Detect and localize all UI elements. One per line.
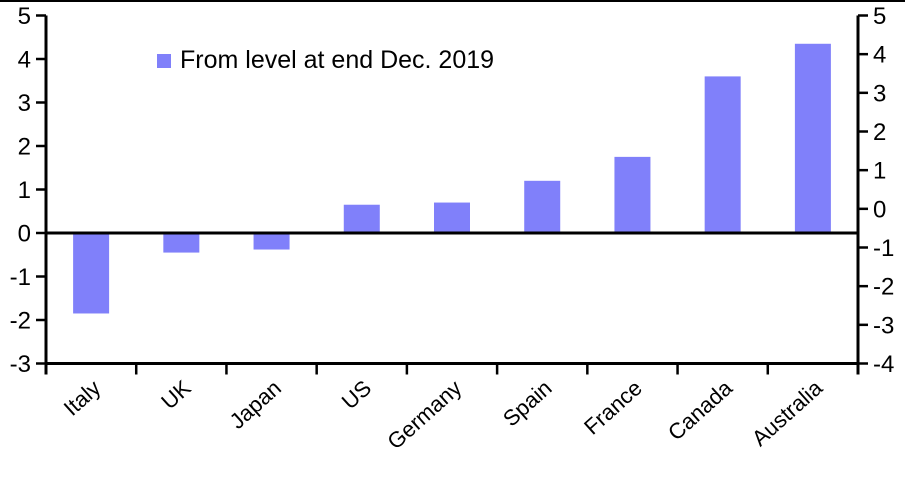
right-axis-tick-label: 3: [873, 80, 886, 107]
legend: From level at end Dec. 2019: [157, 46, 494, 75]
x-axis-label-us: US: [337, 375, 376, 414]
x-axis-label-germany: Germany: [382, 375, 466, 454]
right-axis-tick-label: -2: [873, 274, 894, 301]
left-axis-tick-label: 3: [18, 90, 31, 117]
x-axis-label-uk: UK: [156, 375, 196, 414]
bar-germany: [434, 202, 470, 233]
right-axis-tick-label: 5: [873, 3, 886, 30]
left-axis-tick-label: 2: [18, 134, 31, 161]
bar-france: [614, 156, 651, 233]
right-axis-tick-label: -4: [873, 351, 894, 378]
figure-top-border: [0, 0, 905, 2]
x-axis-label-france: France: [579, 375, 647, 439]
right-axis-tick-label: 2: [873, 119, 886, 146]
bar-us: [343, 204, 380, 233]
left-axis-tick-label: -2: [10, 308, 31, 335]
left-axis-tick-label: -1: [10, 264, 31, 291]
left-axis-tick-label: 4: [18, 47, 31, 74]
x-axis-label-australia: Australia: [747, 375, 828, 451]
x-axis-label-italy: Italy: [59, 375, 106, 421]
left-axis-tick-label: 5: [18, 3, 31, 30]
left-axis-tick-label: 0: [18, 221, 31, 248]
left-axis-tick-label: 1: [18, 177, 31, 204]
legend-label: From level at end Dec. 2019: [180, 46, 495, 74]
bar-canada: [704, 76, 741, 234]
bar-italy: [73, 233, 110, 314]
left-axis-tick-label: -3: [10, 351, 31, 378]
x-axis-label-spain: Spain: [498, 375, 557, 431]
right-axis-tick-label: -1: [873, 235, 894, 262]
x-axis-label-canada: Canada: [663, 375, 738, 446]
bar-spain: [524, 180, 561, 233]
x-axis-label-japan: Japan: [225, 375, 286, 434]
right-axis-tick-label: -3: [873, 312, 894, 339]
right-axis-tick-label: 0: [873, 196, 886, 223]
right-axis-tick-label: 4: [873, 42, 886, 69]
right-axis-tick-label: 1: [873, 158, 886, 185]
bar-uk: [163, 233, 200, 253]
bar-australia: [794, 43, 831, 234]
legend-swatch: [157, 53, 171, 68]
bar-japan: [253, 233, 290, 250]
